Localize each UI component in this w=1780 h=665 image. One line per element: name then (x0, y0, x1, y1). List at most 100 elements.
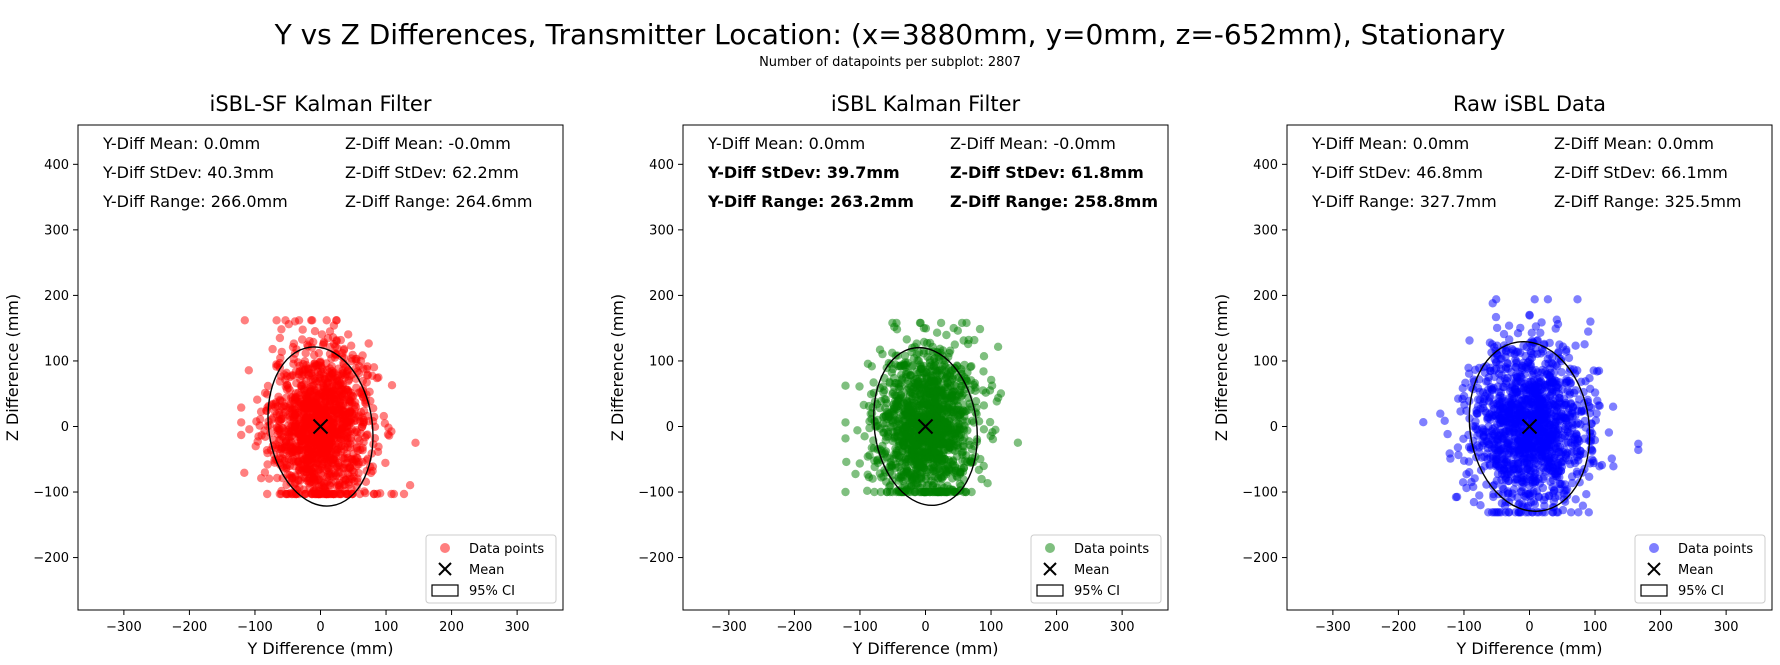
data-point (272, 316, 281, 325)
data-point (275, 417, 285, 426)
data-point (1464, 369, 1474, 378)
data-point (275, 333, 285, 343)
data-point (890, 322, 899, 332)
data-point (1529, 489, 1538, 498)
data-point (330, 377, 340, 386)
data-point (1539, 496, 1549, 505)
data-point (359, 438, 368, 447)
data-point (1013, 438, 1023, 447)
data-point (934, 425, 944, 434)
data-point (399, 489, 409, 499)
data-point (1584, 327, 1593, 336)
data-point (1507, 459, 1516, 468)
data-point (1483, 377, 1493, 386)
data-point (374, 373, 383, 382)
data-point (297, 436, 306, 445)
data-point (294, 316, 304, 325)
data-point (931, 361, 940, 370)
data-point (929, 387, 938, 396)
data-point (335, 489, 345, 499)
data-point (288, 423, 297, 432)
data-point (1453, 443, 1463, 452)
data-point (319, 479, 328, 488)
data-point (411, 438, 420, 447)
data-point (946, 420, 955, 429)
data-point (841, 418, 850, 427)
data-point (979, 401, 989, 410)
data-point (1513, 445, 1522, 454)
data-point (405, 481, 415, 490)
mean-marker (312, 418, 329, 435)
x-axis: −300 −200 −100 0 100 200 300 Y Difference (mm) (1315, 610, 1739, 658)
data-point (268, 344, 277, 354)
data-point (373, 489, 382, 499)
data-point (352, 461, 361, 471)
y-tick-label: 400 (44, 158, 69, 173)
legend-points-swatch (1649, 543, 1659, 553)
data-point (1573, 469, 1582, 479)
data-point (1528, 454, 1537, 463)
stat-z-mean: Z-Diff Mean: -0.0mm (950, 134, 1116, 153)
data-point (283, 489, 292, 499)
data-point (841, 434, 850, 443)
data-point (1475, 395, 1485, 404)
data-point (936, 405, 945, 414)
data-point (888, 487, 897, 497)
data-point (907, 452, 916, 461)
data-point (900, 481, 909, 490)
data-point (924, 438, 933, 447)
data-point (351, 374, 361, 383)
data-point (384, 423, 393, 432)
data-point (369, 404, 378, 413)
data-point (876, 487, 886, 497)
data-point (898, 446, 907, 456)
data-point (1504, 422, 1513, 432)
data-point (329, 455, 338, 464)
data-point (950, 340, 959, 349)
x-tick-label: 300 (1714, 620, 1739, 635)
data-point (1479, 425, 1488, 434)
data-point (870, 487, 879, 497)
subplot-title: iSBL Kalman Filter (831, 92, 1021, 116)
data-point (1507, 382, 1517, 392)
data-point (307, 489, 316, 499)
x-tick-label: 200 (1044, 620, 1069, 635)
data-point (983, 479, 992, 488)
y-tick-label: −200 (1242, 551, 1278, 566)
data-point (945, 348, 954, 358)
x-tick-label: 0 (921, 620, 929, 635)
data-point (263, 381, 273, 391)
data-point (1562, 347, 1571, 356)
data-point (863, 470, 872, 479)
data-point (908, 392, 917, 401)
data-point (273, 473, 282, 483)
data-point (275, 489, 284, 499)
y-axis: −200 −100 0 100 200 300 400 Z Difference (mm) (608, 158, 683, 566)
data-point (345, 439, 355, 448)
data-point (1443, 429, 1452, 439)
stat-y-std: Y-Diff StDev: 46.8mm (1311, 163, 1483, 182)
data-point (1543, 394, 1552, 403)
data-point (1488, 299, 1497, 308)
data-point (955, 410, 964, 420)
y-tick-label: −200 (33, 551, 69, 566)
data-point (888, 389, 897, 399)
stats-annotation: Y-Diff Mean: 0.0mm Z-Diff Mean: 0.0mm Y-Di… (1311, 134, 1742, 211)
stat-y-range: Y-Diff Range: 266.0mm (102, 192, 288, 211)
data-point (244, 366, 253, 375)
data-point (979, 367, 988, 376)
data-point (1559, 489, 1569, 498)
x-tick-label: −100 (237, 620, 273, 635)
data-point (979, 352, 989, 361)
data-point (304, 426, 314, 435)
data-point (1557, 356, 1566, 366)
data-point (890, 415, 899, 424)
data-point (354, 388, 363, 397)
data-point (929, 487, 938, 497)
stat-z-std: Z-Diff StDev: 61.8mm (950, 163, 1144, 182)
data-point (860, 432, 869, 441)
data-point (875, 345, 885, 354)
data-point (1573, 295, 1582, 304)
data-point (996, 389, 1006, 398)
data-point (281, 382, 290, 391)
